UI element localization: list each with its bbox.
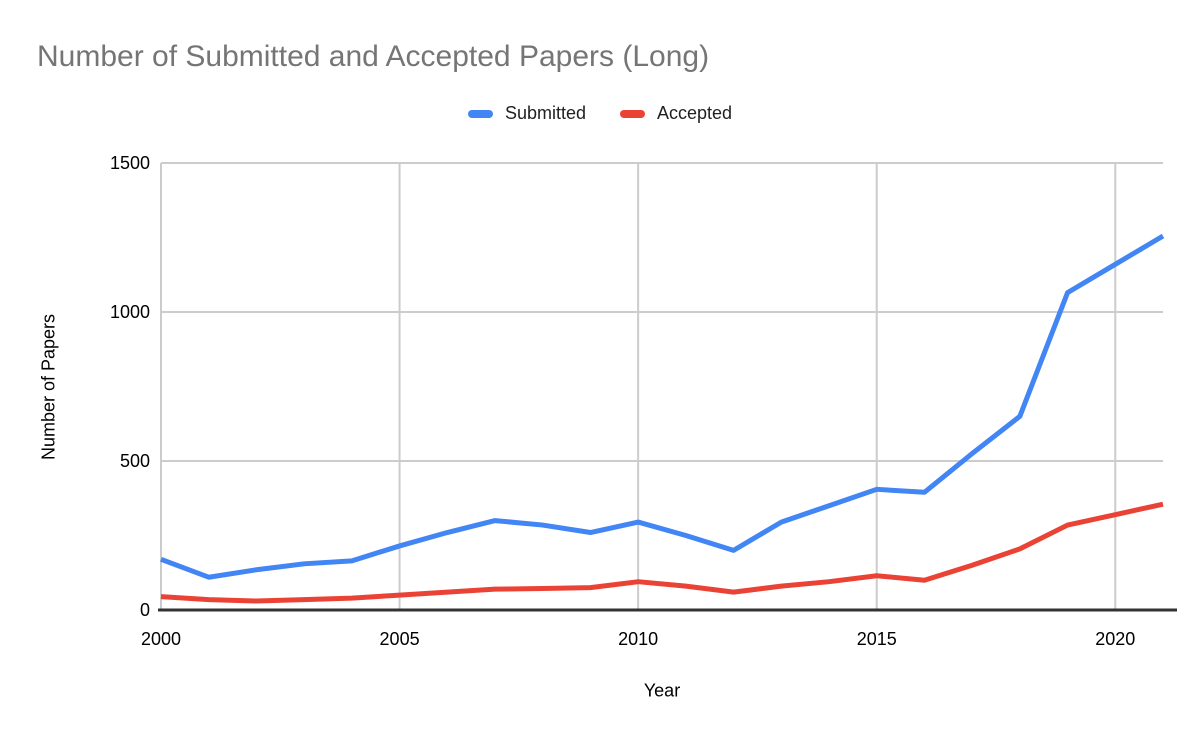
- x-tick-label: 2005: [380, 629, 420, 649]
- legend-item-accepted: Accepted: [619, 103, 733, 124]
- legend-item-submitted: Submitted: [467, 103, 586, 124]
- accepted-line: [160, 501, 1164, 604]
- x-tick-label: 2010: [618, 629, 658, 649]
- x-axis-title: Year: [643, 680, 681, 701]
- y-tick-label: 1000: [110, 302, 150, 322]
- chart-legend: Submitted Accepted: [0, 103, 1200, 124]
- legend-label-submitted: Submitted: [504, 103, 586, 123]
- legend-swatch-accepted-icon: [619, 109, 645, 118]
- legend-label-accepted: Accepted: [656, 103, 733, 123]
- x-tick-label: 2015: [857, 629, 897, 649]
- x-tick-label: 2000: [141, 629, 181, 649]
- x-tick-label: 2020: [1095, 629, 1135, 649]
- y-tick-label: 0: [140, 600, 150, 620]
- legend-swatch-submitted-icon: [467, 109, 493, 118]
- y-tick-label: 500: [120, 451, 150, 471]
- y-tick-label: 1500: [110, 153, 150, 173]
- chart-title: Number of Submitted and Accepted Papers …: [37, 40, 710, 73]
- submitted-line: [160, 233, 1165, 580]
